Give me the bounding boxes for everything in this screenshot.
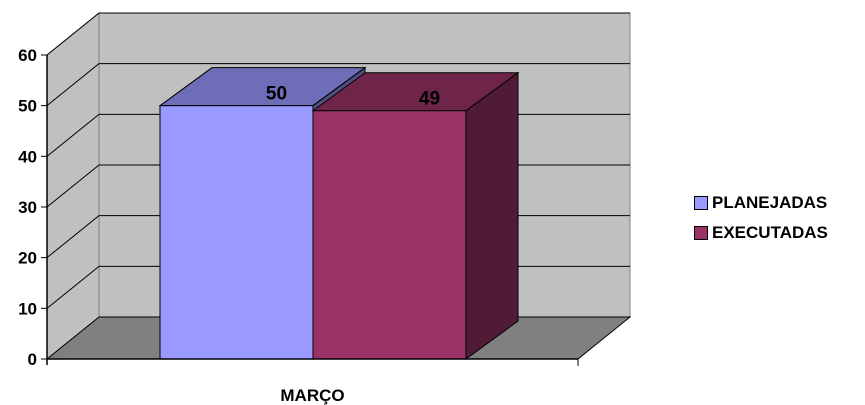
bar-front-executadas xyxy=(312,110,467,360)
legend: PLANEJADAS EXECUTADAS xyxy=(694,188,828,248)
y-tick-label: 10 xyxy=(18,299,37,318)
y-tick-label: 30 xyxy=(18,198,37,217)
legend-label-planejadas: PLANEJADAS xyxy=(712,193,828,212)
data-label-executadas: 49 xyxy=(419,89,440,110)
y-tick-label: 50 xyxy=(18,97,37,116)
y-tick-label: 20 xyxy=(18,249,37,268)
legend-item-executadas: EXECUTADAS xyxy=(694,218,828,248)
y-tick-label: 0 xyxy=(28,350,37,369)
legend-swatch-planejadas xyxy=(694,196,708,210)
y-tick-label: 40 xyxy=(18,147,37,166)
x-category-label: MARÇO xyxy=(280,386,344,405)
legend-item-planejadas: PLANEJADAS xyxy=(694,188,828,218)
y-tick-label: 60 xyxy=(18,46,37,65)
gridline xyxy=(46,63,630,107)
gridline xyxy=(46,12,630,56)
bar-front-planejadas xyxy=(159,105,314,360)
legend-label-executadas: EXECUTADAS xyxy=(712,223,828,242)
data-label-planejadas: 50 xyxy=(266,84,287,105)
axes xyxy=(41,54,579,366)
bar-side-executadas xyxy=(465,71,519,360)
legend-swatch-executadas xyxy=(694,226,708,240)
bars xyxy=(158,66,520,360)
labels: 0 10 20 30 40 50 60 50 49 MARÇO xyxy=(18,46,440,405)
